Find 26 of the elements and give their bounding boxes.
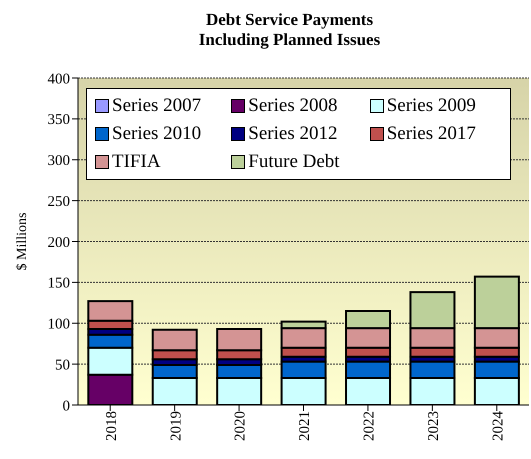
- x-tick-label: 2018: [104, 411, 120, 441]
- legend-label: Series 2012: [248, 123, 338, 145]
- chart-title: Debt Service Payments Including Planned Issues: [198, 10, 382, 50]
- legend-label: Series 2017: [386, 123, 476, 145]
- legend-label: Series 2009: [386, 95, 476, 117]
- legend-label: Future Debt: [248, 151, 340, 173]
- x-tick-label: 2021: [297, 411, 314, 441]
- x-tick-label: 2022: [362, 411, 378, 441]
- x-tick-label: 2020: [232, 411, 249, 441]
- x-tick-label: 2023: [426, 411, 442, 441]
- x-tick-label: 2024: [490, 410, 506, 441]
- y-tick-label: 150: [48, 276, 70, 292]
- legend-label: Series 2010: [112, 123, 202, 145]
- y-tick-label: 400: [48, 71, 70, 88]
- legend-label: TIFIA: [112, 151, 161, 173]
- y-tick-label: 0: [62, 398, 70, 414]
- legend-label: Series 2007: [112, 95, 202, 117]
- y-tick-label: 350: [48, 112, 70, 128]
- y-tick-label: 50: [55, 357, 70, 374]
- y-tick-label: 100: [48, 316, 70, 333]
- y-axis-title: $ Millions: [14, 212, 30, 270]
- y-tick-label: 250: [48, 194, 70, 210]
- y-tick-label: 300: [48, 153, 70, 170]
- x-tick-label: 2019: [168, 411, 184, 441]
- y-tick-label: 200: [48, 234, 70, 251]
- legend-label: Series 2008: [248, 95, 338, 117]
